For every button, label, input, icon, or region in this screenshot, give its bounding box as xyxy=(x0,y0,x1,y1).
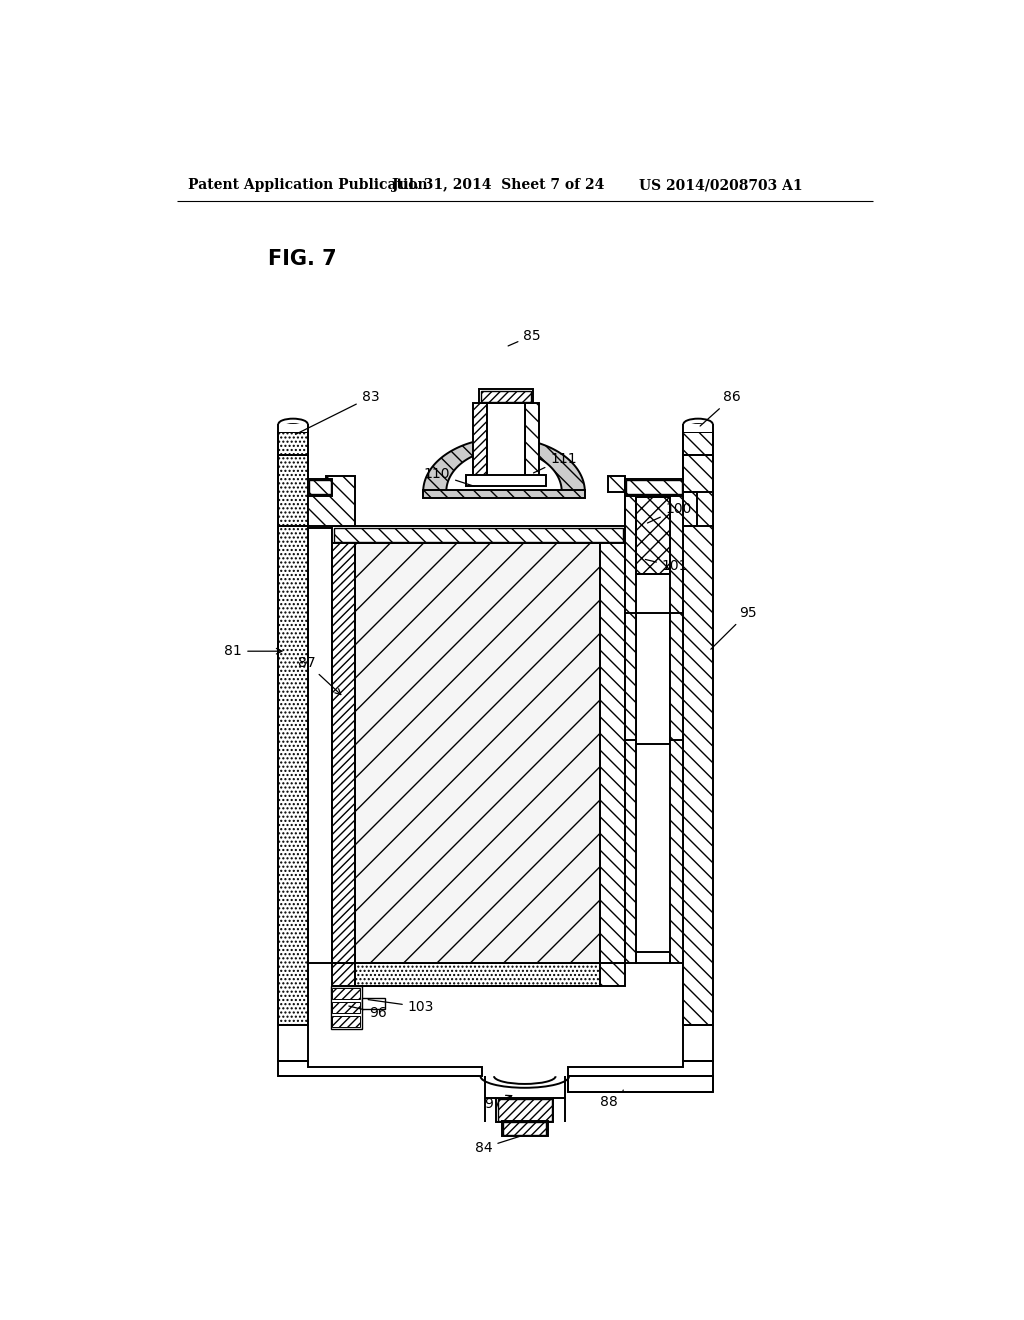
Bar xyxy=(637,498,670,574)
Bar xyxy=(502,1121,548,1137)
Bar xyxy=(333,964,355,986)
Bar xyxy=(333,1002,360,1014)
Bar xyxy=(279,424,307,432)
Text: Patent Application Publication: Patent Application Publication xyxy=(188,178,428,193)
Bar xyxy=(637,952,670,964)
Text: 96: 96 xyxy=(349,1006,387,1020)
Bar xyxy=(683,1022,713,1061)
Bar xyxy=(498,1100,552,1121)
Text: US 2014/0208703 A1: US 2014/0208703 A1 xyxy=(639,178,803,193)
Text: 100: 100 xyxy=(647,502,692,523)
Bar xyxy=(625,479,683,496)
Bar xyxy=(333,528,355,964)
Bar xyxy=(333,1016,360,1027)
Bar xyxy=(670,612,683,743)
Bar xyxy=(333,528,355,964)
Bar xyxy=(279,432,307,455)
Bar xyxy=(497,1098,553,1122)
Bar xyxy=(361,998,385,1010)
Bar xyxy=(683,455,713,1024)
Bar xyxy=(524,404,539,477)
Text: 97: 97 xyxy=(484,1096,512,1111)
Bar xyxy=(683,424,713,432)
Text: 87: 87 xyxy=(298,656,341,694)
Text: 110: 110 xyxy=(424,467,474,486)
Polygon shape xyxy=(568,1061,713,1076)
Bar xyxy=(683,432,713,455)
Bar xyxy=(479,389,532,404)
Bar xyxy=(625,612,637,743)
Bar xyxy=(309,480,331,494)
Bar xyxy=(355,544,600,964)
Bar xyxy=(670,739,683,964)
Bar xyxy=(637,612,670,743)
Bar xyxy=(333,527,625,544)
Bar xyxy=(333,989,360,999)
Bar xyxy=(307,528,333,964)
Bar xyxy=(600,528,625,964)
Polygon shape xyxy=(423,438,585,492)
Bar xyxy=(279,432,307,455)
Polygon shape xyxy=(608,477,713,527)
Bar xyxy=(503,1122,547,1135)
Bar xyxy=(627,480,682,494)
Bar xyxy=(423,490,585,498)
Text: Jul. 31, 2014  Sheet 7 of 24: Jul. 31, 2014 Sheet 7 of 24 xyxy=(392,178,605,193)
Text: 101: 101 xyxy=(645,560,688,573)
Bar xyxy=(279,455,307,1024)
Bar xyxy=(473,404,487,477)
Bar xyxy=(487,404,524,477)
Bar xyxy=(279,455,307,1024)
Text: 85: 85 xyxy=(508,329,541,346)
Bar xyxy=(355,964,600,986)
Text: 95: 95 xyxy=(711,606,757,649)
Text: 83: 83 xyxy=(296,391,379,434)
Text: 81: 81 xyxy=(224,644,282,659)
Bar xyxy=(670,494,683,620)
Bar xyxy=(683,432,713,455)
Text: 88: 88 xyxy=(600,1090,624,1109)
Bar xyxy=(466,475,547,486)
Bar xyxy=(600,528,625,964)
Bar xyxy=(637,498,670,574)
Bar xyxy=(625,739,637,964)
Bar xyxy=(481,391,531,401)
Bar xyxy=(307,479,333,496)
Bar xyxy=(279,1022,307,1061)
Text: 86: 86 xyxy=(700,391,741,426)
Text: 84: 84 xyxy=(475,1135,522,1155)
Text: 103: 103 xyxy=(369,999,434,1014)
Bar xyxy=(683,455,713,1024)
Bar xyxy=(334,528,624,543)
Bar xyxy=(331,986,361,1028)
Text: FIG. 7: FIG. 7 xyxy=(267,248,336,268)
Text: 111: 111 xyxy=(534,451,577,473)
Bar xyxy=(355,964,600,986)
Polygon shape xyxy=(279,477,355,527)
Bar xyxy=(625,494,637,620)
Polygon shape xyxy=(279,1061,481,1076)
Bar xyxy=(568,1076,713,1092)
Bar xyxy=(600,964,625,986)
